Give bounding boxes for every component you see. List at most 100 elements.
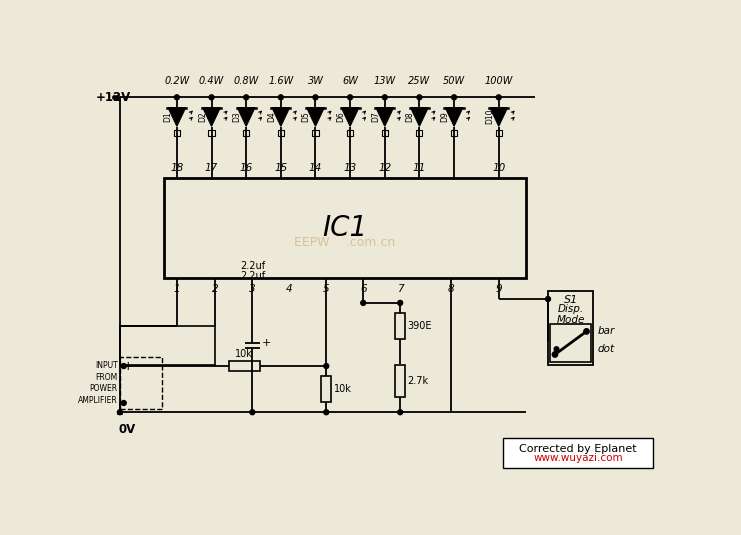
Text: D5: D5 [302,111,310,122]
Text: -: - [122,396,127,409]
Polygon shape [307,108,325,126]
Circle shape [209,95,214,100]
Text: D4: D4 [267,111,276,122]
Bar [502,438,654,469]
Polygon shape [168,108,186,126]
Text: 10k: 10k [333,384,351,394]
Bar [322,377,331,402]
Text: +12V: +12V [96,91,131,104]
Polygon shape [272,108,290,126]
Text: 3W: 3W [308,76,323,86]
Bar [451,129,457,136]
Text: 0.2W: 0.2W [165,76,190,86]
Circle shape [324,364,329,369]
Bar [347,129,353,136]
Text: D3: D3 [233,111,242,122]
Text: 10: 10 [492,163,505,173]
Text: Disp.
Mode: Disp. Mode [556,304,585,325]
Text: 2.7k: 2.7k [408,376,428,386]
Text: 1.6W: 1.6W [268,76,293,86]
Text: 7: 7 [397,284,404,294]
Circle shape [584,328,589,334]
Text: 14: 14 [309,163,322,173]
Text: EEPW    .com.cn: EEPW .com.cn [294,235,396,249]
Text: www.wuyazi.com: www.wuyazi.com [534,453,623,463]
Polygon shape [411,108,428,126]
Text: S1: S1 [564,295,578,305]
Text: 390E: 390E [408,321,432,331]
Text: D9: D9 [440,111,449,122]
Text: +: + [262,338,271,348]
Bar [496,129,502,136]
Text: D1: D1 [163,111,172,122]
Text: 11: 11 [413,163,426,173]
Text: 1: 1 [173,284,180,294]
Circle shape [552,352,558,357]
Bar [416,129,422,136]
Text: 0V: 0V [119,423,136,436]
Polygon shape [445,108,463,126]
Circle shape [348,95,353,100]
Text: 6: 6 [360,284,367,294]
Text: 0.4W: 0.4W [199,76,224,86]
Text: 100W: 100W [485,76,513,86]
Text: 13W: 13W [373,76,396,86]
Bar [395,314,405,339]
Circle shape [451,95,456,100]
Bar [313,129,319,136]
Text: 2.2uf: 2.2uf [240,271,265,280]
Circle shape [545,296,551,302]
Polygon shape [490,108,508,126]
Bar [395,364,405,397]
Bar [174,129,180,136]
Text: +: + [122,360,133,372]
Circle shape [382,95,388,100]
Circle shape [398,301,402,305]
Text: 10k: 10k [236,349,253,360]
Text: 16: 16 [239,163,253,173]
Polygon shape [203,108,220,126]
Text: 8: 8 [448,284,454,294]
Text: 5: 5 [323,284,330,294]
Text: 13: 13 [344,163,356,173]
Bar [382,129,388,136]
Circle shape [250,410,255,415]
Text: 6W: 6W [342,76,358,86]
Text: dot: dot [597,344,614,354]
Bar [229,361,259,371]
Circle shape [174,95,179,100]
Bar [120,326,216,364]
Circle shape [417,95,422,100]
Text: D10: D10 [485,109,494,124]
Text: 2: 2 [212,284,219,294]
Circle shape [244,95,249,100]
Circle shape [117,410,122,415]
Text: 2.2uf: 2.2uf [240,261,265,271]
Circle shape [279,95,283,100]
Bar [243,129,249,136]
Polygon shape [342,108,359,126]
Circle shape [122,401,126,406]
Circle shape [324,410,329,415]
Text: 25W: 25W [408,76,431,86]
Bar [164,178,525,278]
Text: 12: 12 [378,163,391,173]
Text: 17: 17 [205,163,218,173]
Text: D8: D8 [405,111,415,122]
Text: IC1: IC1 [322,214,368,242]
Text: 18: 18 [170,163,184,173]
Text: 50W: 50W [443,76,465,86]
Text: 4: 4 [286,284,293,294]
Polygon shape [237,108,255,126]
Text: D7: D7 [371,111,380,122]
Bar [208,129,215,136]
Text: 9: 9 [496,284,502,294]
Bar [120,357,162,409]
Bar [278,129,284,136]
Text: D2: D2 [198,111,207,122]
Text: bar: bar [597,326,614,337]
Bar [551,324,591,362]
Circle shape [398,410,402,415]
Text: D6: D6 [336,111,345,122]
Circle shape [122,364,126,369]
